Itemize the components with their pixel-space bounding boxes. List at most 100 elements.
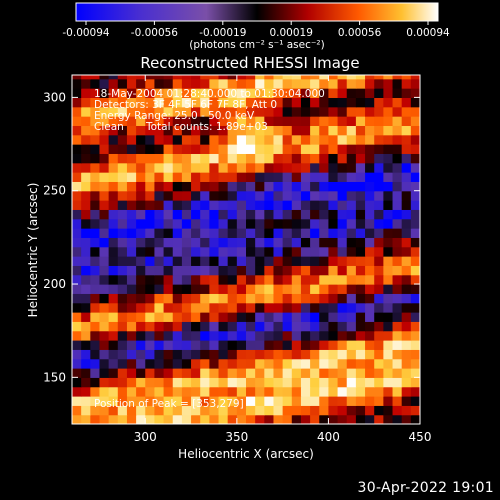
heatmap-cell bbox=[365, 330, 375, 341]
heatmap-cell bbox=[181, 228, 192, 238]
heatmap-cell bbox=[291, 190, 302, 201]
heatmap-cell bbox=[300, 144, 311, 154]
heatmap-cell bbox=[191, 237, 201, 248]
heatmap-cell bbox=[300, 274, 311, 285]
heatmap-cell bbox=[300, 97, 311, 108]
heatmap-cell bbox=[255, 349, 265, 360]
heatmap-cell bbox=[291, 312, 302, 322]
heatmap-cell bbox=[319, 106, 330, 117]
heatmap-cell bbox=[374, 386, 384, 397]
heatmap-cell bbox=[401, 284, 412, 294]
heatmap-cell bbox=[246, 396, 256, 406]
heatmap-cell bbox=[319, 274, 330, 285]
heatmap-cell bbox=[117, 396, 128, 406]
heatmap-cell bbox=[200, 181, 210, 192]
heatmap-cell bbox=[383, 78, 394, 89]
heatmap-cell bbox=[282, 405, 293, 416]
heatmap-cell bbox=[300, 284, 311, 294]
heatmap-cell bbox=[291, 358, 302, 369]
heatmap-cell bbox=[273, 97, 284, 108]
heatmap-cell bbox=[319, 144, 330, 154]
heatmap-cell bbox=[117, 88, 128, 98]
heatmap-cell bbox=[401, 106, 412, 117]
heatmap-cell bbox=[337, 181, 348, 192]
heatmap-cell bbox=[365, 218, 375, 229]
heatmap-cell bbox=[191, 284, 201, 294]
heatmap-cell bbox=[346, 209, 357, 220]
heatmap-cell bbox=[191, 302, 201, 313]
heatmap-cell bbox=[291, 153, 302, 164]
heatmap-cell bbox=[401, 190, 412, 201]
heatmap-cell bbox=[154, 237, 165, 248]
heatmap-cell bbox=[117, 237, 128, 248]
heatmap-cell bbox=[145, 97, 156, 108]
heatmap-cell bbox=[310, 284, 320, 294]
heatmap-cell bbox=[90, 302, 101, 313]
heatmap-cell bbox=[81, 200, 91, 210]
heatmap-cell bbox=[346, 78, 357, 89]
heatmap-cell bbox=[246, 200, 256, 210]
heatmap-cell bbox=[145, 321, 156, 332]
heatmap-cell bbox=[383, 340, 394, 350]
heatmap-cell bbox=[145, 265, 156, 276]
heatmap-cell bbox=[264, 256, 275, 266]
heatmap-cell bbox=[246, 358, 256, 369]
heatmap-cell bbox=[108, 284, 119, 294]
heatmap-cell bbox=[227, 181, 238, 192]
heatmap-cell bbox=[181, 340, 192, 350]
heatmap-cell bbox=[218, 302, 229, 313]
heatmap-cell bbox=[172, 293, 183, 304]
heatmap-cell bbox=[99, 312, 110, 322]
heatmap-cell bbox=[410, 302, 420, 313]
heatmap-cell bbox=[246, 321, 256, 332]
heatmap-cell bbox=[90, 368, 101, 378]
heatmap-cell bbox=[136, 386, 146, 397]
heatmap-cell bbox=[255, 237, 265, 248]
heatmap-cell bbox=[337, 349, 348, 360]
heatmap-cell bbox=[310, 75, 320, 80]
heatmap-cell bbox=[72, 265, 82, 276]
heatmap-cell bbox=[81, 181, 91, 192]
heatmap-cell bbox=[365, 284, 375, 294]
heatmap-cell bbox=[291, 256, 302, 266]
heatmap-cell bbox=[209, 144, 220, 154]
heatmap-cell bbox=[328, 153, 339, 164]
heatmap-cell bbox=[410, 75, 420, 80]
heatmap-cell bbox=[246, 312, 256, 322]
heatmap-cell bbox=[181, 265, 192, 276]
heatmap-cell bbox=[328, 144, 339, 154]
heatmap-cell bbox=[282, 153, 293, 164]
heatmap-cell bbox=[163, 162, 174, 173]
heatmap-cell bbox=[282, 274, 293, 285]
heatmap-cell bbox=[236, 246, 247, 257]
heatmap-cell bbox=[172, 368, 183, 378]
heatmap-cell bbox=[145, 125, 156, 136]
heatmap-cell bbox=[154, 330, 165, 341]
heatmap-cell bbox=[236, 330, 247, 341]
heatmap-cell bbox=[273, 190, 284, 201]
heatmap-cell bbox=[172, 340, 183, 350]
heatmap-cell bbox=[108, 293, 119, 304]
heatmap-cell bbox=[154, 321, 165, 332]
heatmap-cell bbox=[181, 218, 192, 229]
heatmap-cell bbox=[72, 330, 82, 341]
heatmap-cell bbox=[300, 368, 311, 378]
heatmap-cell bbox=[126, 302, 137, 313]
heatmap-cell bbox=[200, 274, 210, 285]
heatmap-cell bbox=[209, 153, 220, 164]
heatmap-cell bbox=[264, 237, 275, 248]
heatmap-cell bbox=[181, 181, 192, 192]
heatmap-cell bbox=[255, 358, 265, 369]
heatmap-cell bbox=[227, 134, 238, 145]
heatmap-cell bbox=[273, 75, 284, 80]
heatmap-cell bbox=[191, 106, 201, 117]
heatmap-cell bbox=[145, 274, 156, 285]
heatmap-cell bbox=[181, 302, 192, 313]
heatmap-cell bbox=[136, 218, 146, 229]
heatmap-cell bbox=[300, 396, 311, 406]
heatmap-cell bbox=[410, 88, 420, 98]
heatmap-cell bbox=[319, 321, 330, 332]
heatmap-cell bbox=[236, 75, 247, 80]
heatmap-cell bbox=[191, 218, 201, 229]
heatmap-cell bbox=[108, 358, 119, 369]
